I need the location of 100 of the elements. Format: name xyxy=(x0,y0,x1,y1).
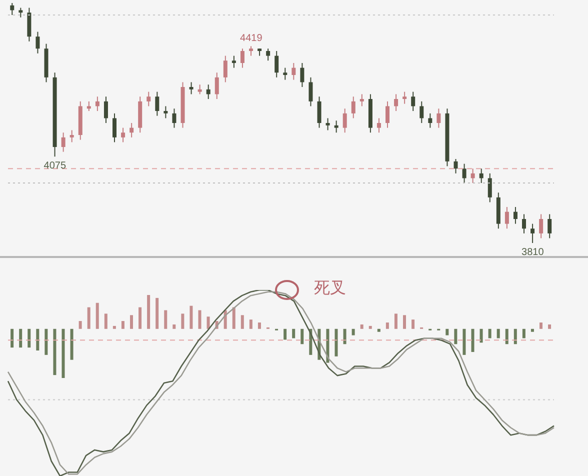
bar xyxy=(454,328,458,344)
bar xyxy=(548,324,552,329)
candlestick xyxy=(198,84,202,95)
bar xyxy=(232,307,236,329)
bar xyxy=(258,322,261,329)
candlestick xyxy=(351,96,356,119)
bar xyxy=(112,326,116,329)
candlestick xyxy=(70,130,74,143)
candlestick xyxy=(164,106,168,119)
bar xyxy=(53,328,56,376)
candlestick xyxy=(18,7,23,18)
candlestick xyxy=(300,62,304,88)
candlestick xyxy=(411,91,416,112)
candlestick xyxy=(376,118,381,134)
candlestick xyxy=(539,214,544,239)
bar xyxy=(284,328,287,340)
candlestick xyxy=(240,48,244,68)
bar xyxy=(198,310,202,329)
candlestick xyxy=(513,206,518,224)
bar xyxy=(368,326,372,329)
bar xyxy=(156,298,159,329)
candlestick xyxy=(308,76,313,107)
candlestick xyxy=(214,72,219,100)
candlestick xyxy=(249,46,254,56)
bar xyxy=(471,328,474,352)
candlestick xyxy=(112,112,117,143)
candlestick xyxy=(462,163,466,184)
candlestick xyxy=(488,172,492,203)
bar xyxy=(496,328,500,338)
bar xyxy=(394,314,398,329)
candlestick xyxy=(504,206,509,230)
bar xyxy=(360,324,364,329)
bar xyxy=(10,328,14,348)
candlestick xyxy=(342,108,347,134)
candlestick xyxy=(454,158,458,174)
bar xyxy=(514,328,517,344)
bar xyxy=(530,328,534,332)
annotation: 4075 xyxy=(44,160,66,172)
candlestick xyxy=(479,168,484,184)
bar xyxy=(522,328,526,338)
candlestick xyxy=(530,223,535,243)
bar xyxy=(121,321,124,329)
candlestick xyxy=(522,214,526,234)
bar xyxy=(352,328,355,336)
bar xyxy=(488,328,492,338)
candlestick xyxy=(283,67,288,80)
annotation: 死叉 xyxy=(314,279,346,299)
candlestick xyxy=(292,62,296,80)
candlestick xyxy=(360,94,364,107)
candlestick xyxy=(394,94,398,112)
bar xyxy=(377,328,380,332)
bar xyxy=(138,307,142,329)
bar xyxy=(130,315,133,329)
candlestick xyxy=(95,96,100,112)
bar xyxy=(44,328,48,355)
bar xyxy=(36,328,40,350)
bar xyxy=(172,324,176,329)
bar xyxy=(28,328,31,348)
annotation: 3810 xyxy=(522,247,544,258)
candlestick xyxy=(121,127,126,143)
bar xyxy=(181,314,184,329)
candlestick xyxy=(334,120,338,134)
candlestick xyxy=(428,112,432,128)
candlestick xyxy=(436,108,441,128)
candlestick xyxy=(86,100,91,112)
candlestick xyxy=(402,91,407,104)
bar xyxy=(87,307,90,329)
bar xyxy=(462,328,466,355)
candlestick xyxy=(172,108,176,128)
bar xyxy=(249,320,252,329)
bar xyxy=(70,328,74,360)
bar xyxy=(412,320,415,329)
candlestick xyxy=(27,7,32,42)
candlestick xyxy=(470,168,475,184)
bar xyxy=(147,295,150,329)
bar xyxy=(505,328,508,344)
bar xyxy=(402,315,406,329)
bar xyxy=(300,328,304,344)
bar xyxy=(62,328,65,378)
candlestick xyxy=(104,96,108,124)
bar xyxy=(240,315,244,329)
candlestick xyxy=(326,118,330,131)
bar xyxy=(343,328,346,344)
bar xyxy=(96,302,99,329)
annotation: 4419 xyxy=(240,33,263,44)
bar xyxy=(104,314,108,329)
candlestick xyxy=(223,55,228,83)
bar xyxy=(190,306,193,329)
bar xyxy=(386,322,389,329)
bar xyxy=(446,328,449,336)
candlestick xyxy=(317,96,322,128)
candlestick xyxy=(386,100,390,128)
candlestick xyxy=(36,31,40,54)
candlestick xyxy=(10,3,14,16)
candlestick xyxy=(155,91,160,116)
candlestick xyxy=(61,132,66,152)
bar xyxy=(206,316,210,329)
bar xyxy=(539,322,542,329)
candlestick xyxy=(548,214,552,239)
candlestick xyxy=(146,91,151,107)
